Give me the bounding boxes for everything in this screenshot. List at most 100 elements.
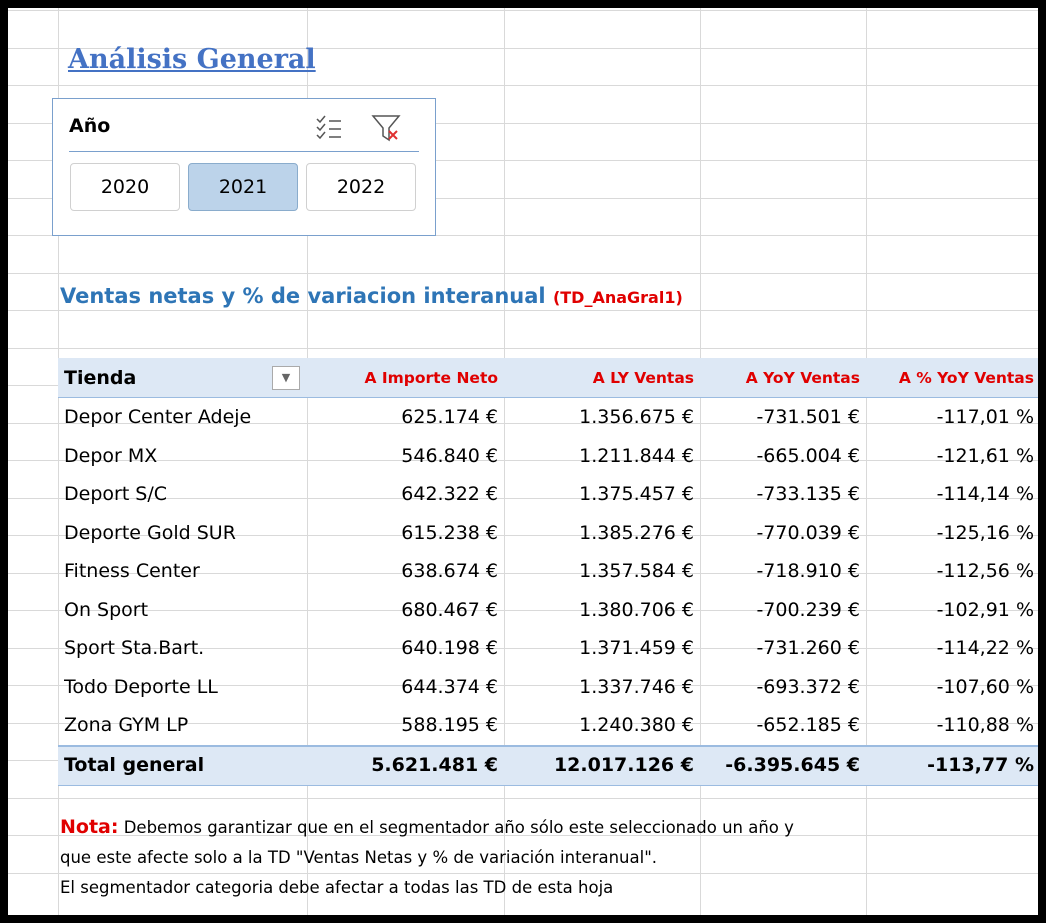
value-cell: -114,14 % xyxy=(936,483,1034,505)
value-cell: -693.372 € xyxy=(756,675,860,698)
row-line xyxy=(8,310,1038,311)
value-cell: 1.337.746 € xyxy=(579,675,694,698)
value-cell: 615.238 € xyxy=(401,521,498,544)
value-cell: 638.674 € xyxy=(401,560,498,582)
total-cell: Total general xyxy=(64,753,205,776)
value-cell: -117,01 % xyxy=(936,406,1034,428)
column-header: A % YoY Ventas xyxy=(898,369,1034,387)
note-line: El segmentador categoria debe afectar a … xyxy=(60,878,614,897)
clear-filter-icon[interactable] xyxy=(371,115,401,142)
total-cell: -113,77 % xyxy=(927,753,1034,776)
value-cell: 625.174 € xyxy=(401,406,498,428)
column-line xyxy=(700,8,701,915)
column-header: A Importe Neto xyxy=(364,369,498,387)
value-cell: 1.385.276 € xyxy=(579,521,694,544)
row-line xyxy=(8,422,1038,424)
column-line xyxy=(307,8,308,915)
store-cell: On Sport xyxy=(64,598,149,621)
multiselect-icon[interactable] xyxy=(316,115,341,140)
value-cell: 1.371.459 € xyxy=(579,637,694,659)
store-cell: Fitness Center xyxy=(64,560,200,582)
row-line xyxy=(8,10,1038,11)
total-background xyxy=(58,744,1038,786)
value-cell: -112,56 % xyxy=(936,560,1034,582)
value-cell: -107,60 % xyxy=(936,675,1034,698)
filter-button[interactable]: ▼ xyxy=(272,366,300,390)
column-line xyxy=(866,8,867,915)
total-cell: -6.395.645 € xyxy=(725,753,860,776)
row-line xyxy=(8,497,1038,499)
column-header: A YoY Ventas xyxy=(745,369,860,387)
total-cell: 5.621.481 € xyxy=(371,753,498,776)
note-label: Nota: xyxy=(60,816,119,838)
column-header: Tienda xyxy=(64,367,137,389)
total-cell: 12.017.126 € xyxy=(553,753,694,776)
store-cell: Deport S/C xyxy=(64,483,168,505)
value-cell: 1.240.380 € xyxy=(579,714,694,736)
value-cell: 588.195 € xyxy=(401,714,498,736)
store-cell: Zona GYM LP xyxy=(64,714,189,736)
section-title: Ventas netas y % de variacion interanual… xyxy=(60,284,683,308)
column-header: A LY Ventas xyxy=(592,369,694,387)
value-cell: 680.467 € xyxy=(401,598,498,621)
value-cell: -718.910 € xyxy=(756,560,860,582)
row-line xyxy=(8,85,1038,86)
column-line xyxy=(504,8,505,915)
value-cell: 1.380.706 € xyxy=(579,598,694,621)
row-line xyxy=(8,685,1038,686)
row-line xyxy=(8,347,1038,349)
note-text: Debemos garantizar que en el segmentador… xyxy=(118,818,794,837)
row-line xyxy=(8,535,1038,536)
value-cell: -125,16 % xyxy=(936,521,1034,544)
slicer-divider xyxy=(69,151,419,152)
sheet-title: Análisis General xyxy=(68,44,316,75)
row-line xyxy=(8,235,1038,236)
slicer-title: Año xyxy=(69,115,111,137)
value-cell: 1.375.457 € xyxy=(579,483,694,505)
store-cell: Sport Sta.Bart. xyxy=(64,637,205,659)
value-cell: 546.840 € xyxy=(401,444,498,467)
value-cell: -114,22 % xyxy=(936,637,1034,659)
row-line xyxy=(8,835,1038,836)
slicer-button[interactable]: 2020 xyxy=(70,163,180,211)
value-cell: 644.374 € xyxy=(401,675,498,698)
store-cell: Depor Center Adeje xyxy=(64,406,252,428)
value-cell: -102,91 % xyxy=(936,598,1034,621)
slicer-button[interactable]: 2022 xyxy=(306,163,416,211)
value-cell: 640.198 € xyxy=(401,637,498,659)
note: Nota: Debemos garantizar que en el segme… xyxy=(60,812,794,903)
slicer-icons xyxy=(316,115,401,142)
row-line xyxy=(8,160,1038,161)
row-line xyxy=(8,272,1038,274)
value-cell: -665.004 € xyxy=(756,444,860,467)
header-background xyxy=(58,358,1038,398)
value-cell: -731.501 € xyxy=(756,406,860,428)
note-line: Nota: Debemos garantizar que en el segme… xyxy=(60,812,794,843)
store-cell: Depor MX xyxy=(64,444,158,467)
row-line xyxy=(8,647,1038,649)
row-line xyxy=(8,722,1038,724)
value-cell: 1.211.844 € xyxy=(579,444,694,467)
value-cell: 1.357.584 € xyxy=(579,560,694,582)
section-title-text: Ventas netas y % de variacion interanual xyxy=(60,284,546,308)
row-line xyxy=(8,460,1038,461)
value-cell: 642.322 € xyxy=(401,483,498,505)
row-line xyxy=(8,572,1038,574)
value-cell: -652.185 € xyxy=(756,714,860,736)
row-line xyxy=(8,47,1038,49)
row-line xyxy=(8,610,1038,611)
slicer: Año 2020 2021 2022 xyxy=(52,98,436,236)
slicer-button[interactable]: 2021 xyxy=(188,163,298,211)
section-tag: (TD_AnaGral1) xyxy=(552,288,683,307)
value-cell: -110,88 % xyxy=(936,714,1034,736)
note-line: que este afecte solo a la TD "Ventas Net… xyxy=(60,848,658,867)
value-cell: -733.135 € xyxy=(756,483,860,505)
row-line xyxy=(8,872,1038,874)
value-cell: -121,61 % xyxy=(936,444,1034,467)
value-cell: -770.039 € xyxy=(756,521,860,544)
row-line xyxy=(8,797,1038,799)
value-cell: -731.260 € xyxy=(756,637,860,659)
row-line xyxy=(8,122,1038,124)
value-cell: -700.239 € xyxy=(756,598,860,621)
